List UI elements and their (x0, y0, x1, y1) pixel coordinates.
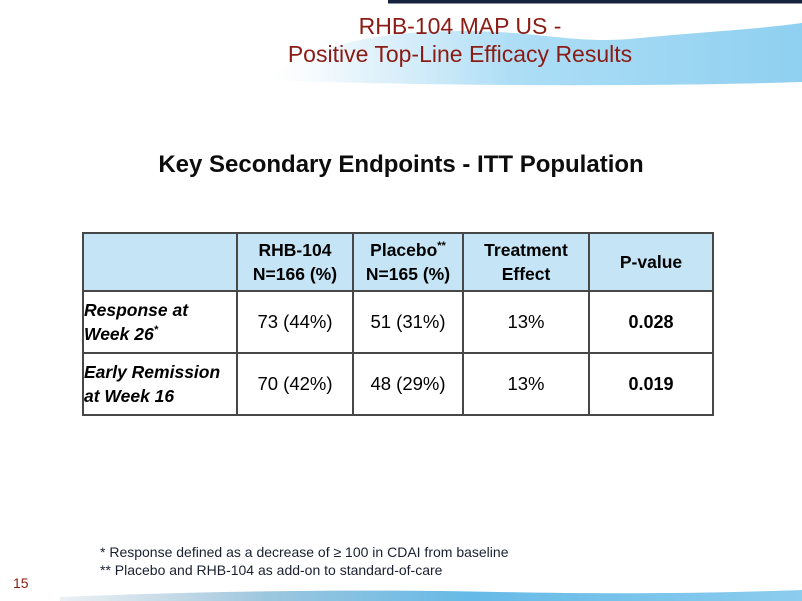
cell-rhb104: 73 (44%) (236, 290, 354, 354)
swoosh-svg (268, 0, 802, 86)
section-heading: Key Secondary Endpoints - ITT Population (158, 151, 644, 178)
bottom-bar-shape (60, 590, 802, 601)
cell-pvalue: 0.019 (588, 352, 714, 416)
cell-treatment-effect: 13% (462, 290, 590, 354)
table-row-early-remission-week16: Early Remission at Week 16 70 (42%) 48 (… (82, 352, 714, 416)
row-label: Response at Week 26* (82, 290, 238, 354)
col-header-line2: N=165 (%) (365, 264, 451, 284)
col-header-line1: Placebo** (370, 240, 446, 260)
top-swoosh-decoration (0, 0, 802, 95)
swoosh-shape (268, 23, 802, 86)
title-line-2: Positive Top-Line Efficacy Results (287, 41, 633, 67)
table-row-response-week26: Response at Week 26* 73 (44%) 51 (31%) 1… (82, 290, 714, 354)
row-label: Early Remission at Week 16 (82, 352, 238, 416)
cell-rhb104: 70 (42%) (236, 352, 354, 416)
col-header-line2: N=166 (%) (252, 264, 338, 284)
col-header-treatment-effect: Treatment Effect (462, 232, 590, 292)
cell-pvalue: 0.028 (588, 290, 714, 354)
col-header-pvalue: P-value (588, 232, 714, 292)
col-header-line1: RHB-104 (258, 240, 332, 260)
bottom-bar-svg (60, 590, 802, 601)
col-header-rhb104: RHB-104 N=166 (%) (236, 232, 354, 292)
title-line-1: RHB-104 MAP US - (358, 13, 562, 39)
col-header-line2: Effect (501, 264, 551, 284)
table-header-row: RHB-104 N=166 (%) Placebo** N=165 (%) Tr… (82, 232, 714, 292)
footnote-response-definition: * Response defined as a decrease of ≥ 10… (100, 544, 509, 560)
row-footnote-marker: * (153, 324, 159, 337)
cell-treatment-effect: 13% (462, 352, 590, 416)
col-header-placebo: Placebo** N=165 (%) (352, 232, 464, 292)
corner-header-cell (82, 232, 238, 292)
top-edge-line (388, 0, 802, 4)
slide-title: RHB-104 MAP US - Positive Top-Line Effic… (120, 12, 800, 68)
col-header-line1: Treatment (484, 240, 568, 260)
cell-placebo: 51 (31%) (352, 290, 464, 354)
page-number: 15 (13, 575, 29, 591)
bottom-bar-decoration (0, 588, 802, 601)
cell-placebo: 48 (29%) (352, 352, 464, 416)
footnotes: * Response defined as a decrease of ≥ 10… (100, 544, 508, 579)
results-table: RHB-104 N=166 (%) Placebo** N=165 (%) Tr… (82, 232, 714, 416)
footnote-placebo-addon: ** Placebo and RHB-104 as add-on to stan… (100, 561, 443, 578)
placebo-footnote-marker: ** (437, 240, 446, 253)
